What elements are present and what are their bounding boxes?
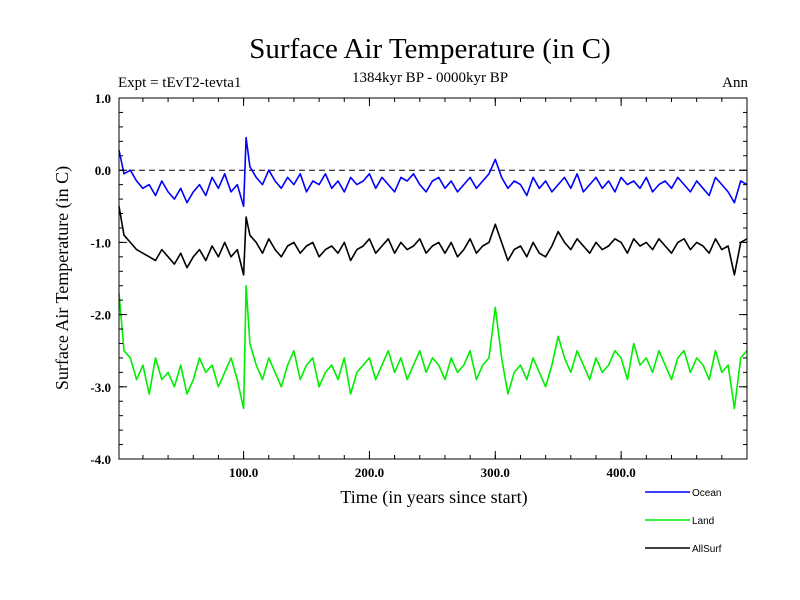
y-tick-label: -2.0 (90, 308, 111, 323)
legend-label-ocean: Ocean (692, 488, 721, 499)
experiment-label: Expt = tEvT2-tevta1 (118, 75, 241, 91)
x-tick-label: 300.0 (481, 465, 510, 480)
x-tick-label: 100.0 (229, 465, 258, 480)
x-axis-label: Time (in years since start) (340, 487, 527, 508)
y-tick-label: -3.0 (90, 380, 111, 395)
series-line-allsurf (118, 206, 748, 276)
plot-area: 1.0 0.0 -1.0 -2.0 -3.0 -4.0 100.0 200.0 300.0 400… (90, 91, 748, 480)
series-line-land (118, 284, 748, 410)
y-axis-label: Surface Air Temperature (in C) (52, 166, 73, 390)
period-label: 1384kyr BP - 0000kyr BP (352, 70, 508, 86)
y-tick-label: -4.0 (90, 452, 111, 467)
y-tick-label: -1.0 (90, 235, 111, 250)
y-tick-label: 1.0 (95, 91, 111, 106)
series-line-ocean (118, 136, 748, 208)
season-label: Ann (722, 75, 748, 91)
legend-label-land: Land (692, 516, 714, 527)
x-tick-label: 400.0 (607, 465, 636, 480)
plot-frame (118, 97, 748, 460)
legend-label-allsurf: AllSurf (692, 544, 722, 555)
x-tick-label: 200.0 (355, 465, 384, 480)
chart-title: Surface Air Temperature (in C) (249, 33, 610, 65)
y-tick-label: 0.0 (95, 163, 111, 178)
legend: Ocean Land AllSurf (645, 488, 722, 555)
